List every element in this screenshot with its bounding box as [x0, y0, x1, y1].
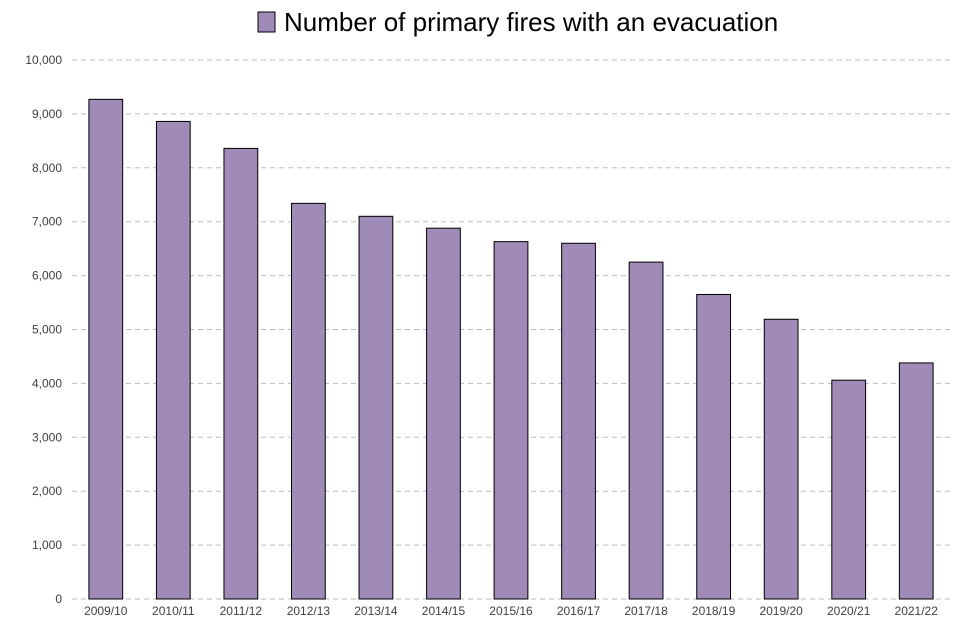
bars — [88, 98, 934, 600]
bar — [291, 202, 326, 600]
legend-swatch — [257, 11, 276, 33]
y-tick-label: 9,000 — [32, 107, 62, 121]
y-tick-label: 5,000 — [32, 323, 62, 337]
y-tick-label: 2,000 — [32, 484, 62, 498]
y-tick-label: 4,000 — [32, 376, 62, 390]
x-tick-label: 2012/13 — [287, 604, 331, 618]
y-tick-label: 7,000 — [32, 215, 62, 229]
gridlines — [72, 59, 950, 600]
bar — [561, 242, 596, 600]
x-tick-label: 2019/20 — [759, 604, 803, 618]
x-tick-label: 2020/21 — [827, 604, 871, 618]
bar — [763, 318, 799, 600]
y-tick-label: 6,000 — [32, 269, 62, 283]
bar — [223, 147, 259, 600]
bar — [155, 120, 191, 600]
bar — [426, 227, 461, 600]
legend: Number of primary fires with an evacuati… — [257, 7, 778, 37]
y-tick-label: 8,000 — [32, 161, 62, 175]
x-tick-label: 2018/19 — [692, 604, 736, 618]
x-tick-label: 2021/22 — [895, 604, 939, 618]
legend-label: Number of primary fires with an evacuati… — [284, 7, 778, 37]
x-tick-label: 2010/11 — [152, 604, 195, 618]
x-tick-label: 2015/16 — [489, 604, 533, 618]
y-tick-label: 10,000 — [25, 53, 62, 67]
bar — [88, 98, 124, 600]
x-tick-label: 2014/15 — [422, 604, 466, 618]
x-tick-label: 2017/18 — [624, 604, 668, 618]
y-axis: 0 1,000 2,000 3,000 4,000 5,000 6,000 7,000 8,00… — [25, 53, 62, 606]
x-tick-label: 2011/12 — [220, 604, 263, 618]
bar — [493, 241, 529, 600]
y-tick-label: 3,000 — [32, 430, 62, 444]
bar — [696, 293, 732, 600]
bar — [898, 362, 934, 600]
x-tick-label: 2013/14 — [354, 604, 398, 618]
y-tick-label: 1,000 — [32, 538, 62, 552]
x-tick-label: 2016/17 — [557, 604, 601, 618]
bar — [358, 215, 394, 600]
x-axis: 2009/10 2010/11 2011/12 2012/13 2013/14 2014/… — [84, 604, 938, 618]
bar — [628, 261, 664, 600]
y-tick-label: 0 — [55, 592, 62, 606]
bar — [831, 379, 867, 600]
x-tick-label: 2009/10 — [84, 604, 128, 618]
